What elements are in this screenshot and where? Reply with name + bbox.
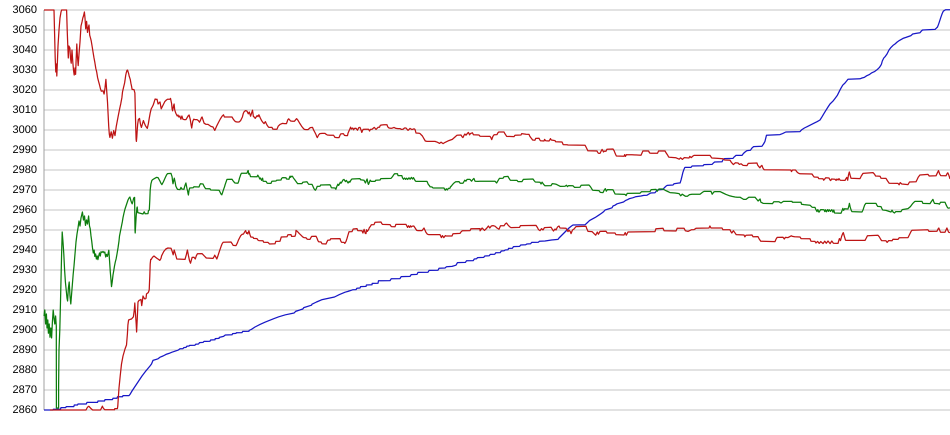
svg-text:3050: 3050	[13, 24, 37, 36]
svg-text:2860: 2860	[13, 404, 37, 416]
svg-text:2920: 2920	[13, 284, 37, 296]
svg-text:2950: 2950	[13, 224, 37, 236]
svg-text:2900: 2900	[13, 324, 37, 336]
svg-text:2980: 2980	[13, 164, 37, 176]
svg-text:2960: 2960	[13, 204, 37, 216]
svg-text:3010: 3010	[13, 104, 37, 116]
svg-text:2970: 2970	[13, 184, 37, 196]
svg-text:2870: 2870	[13, 384, 37, 396]
svg-text:2990: 2990	[13, 144, 37, 156]
svg-text:2940: 2940	[13, 244, 37, 256]
svg-text:3000: 3000	[13, 124, 37, 136]
svg-text:3060: 3060	[13, 4, 37, 16]
svg-text:3030: 3030	[13, 64, 37, 76]
svg-text:2890: 2890	[13, 344, 37, 356]
svg-text:3040: 3040	[13, 44, 37, 56]
svg-text:3020: 3020	[13, 84, 37, 96]
svg-text:2930: 2930	[13, 264, 37, 276]
svg-text:2910: 2910	[13, 304, 37, 316]
svg-text:2880: 2880	[13, 364, 37, 376]
